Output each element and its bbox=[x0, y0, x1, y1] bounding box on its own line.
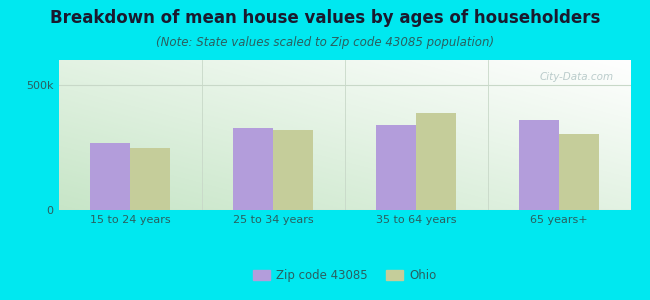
Bar bbox=[90, 142, 130, 210]
Text: City-Data.com: City-Data.com bbox=[540, 72, 614, 82]
Text: Breakdown of mean house values by ages of householders: Breakdown of mean house values by ages o… bbox=[50, 9, 600, 27]
Bar bbox=[273, 130, 313, 210]
Bar bbox=[416, 112, 456, 210]
Bar bbox=[559, 134, 599, 210]
Bar bbox=[233, 128, 273, 210]
Bar bbox=[376, 125, 416, 210]
Bar bbox=[519, 120, 559, 210]
Text: (Note: State values scaled to Zip code 43085 population): (Note: State values scaled to Zip code 4… bbox=[156, 36, 494, 49]
Legend: Zip code 43085, Ohio: Zip code 43085, Ohio bbox=[248, 264, 441, 286]
Bar bbox=[130, 148, 170, 210]
